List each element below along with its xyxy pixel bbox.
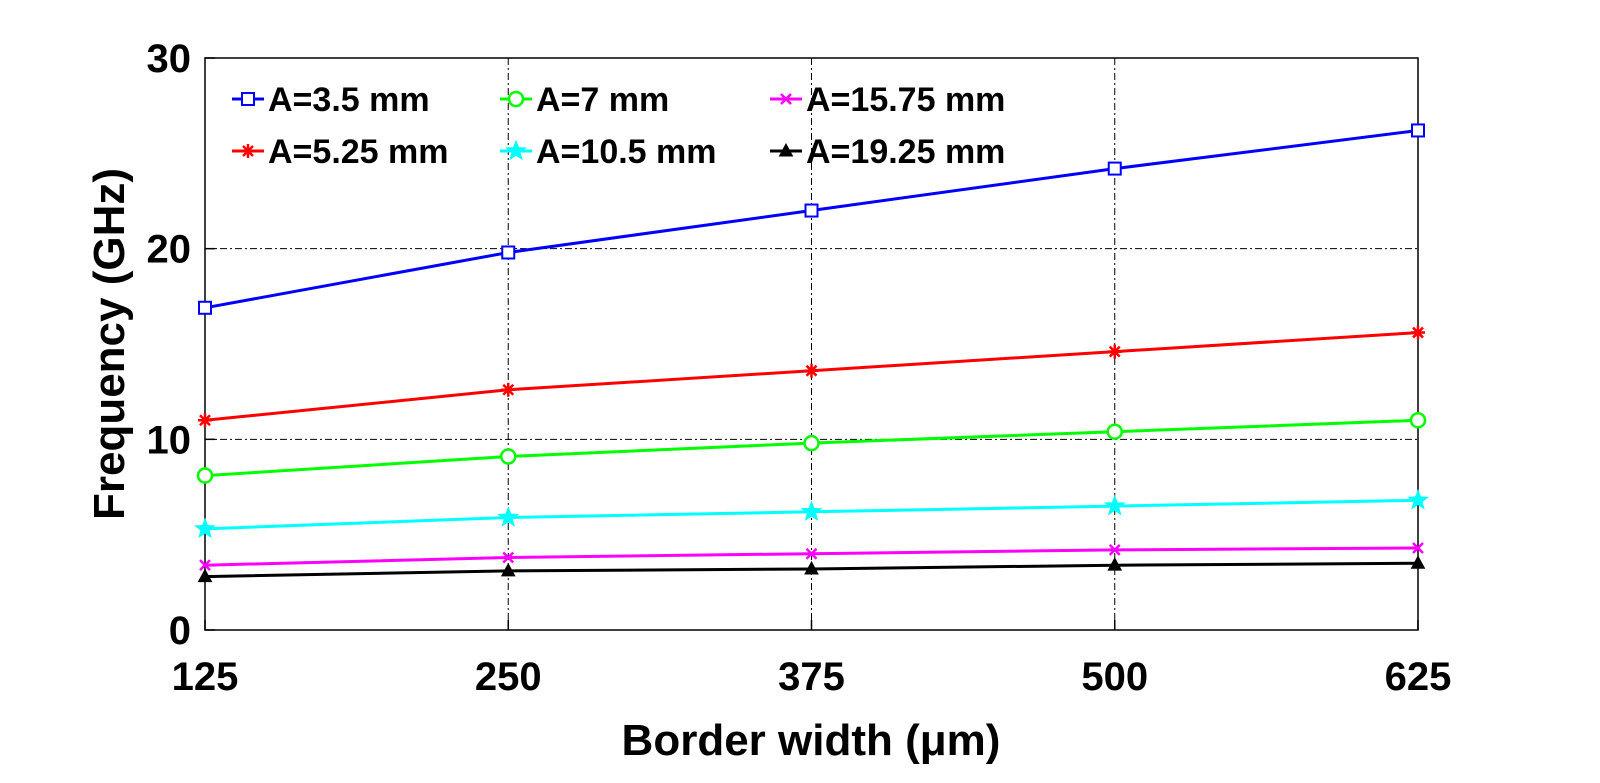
data-point <box>505 139 527 161</box>
data-point <box>196 467 214 484</box>
legend-item: A=5.25 mm <box>232 133 449 171</box>
data-point <box>500 562 516 577</box>
data-point <box>500 448 517 465</box>
legend-label: A=15.75 mm <box>806 81 1005 119</box>
data-point <box>780 93 792 105</box>
series-a-5-25-mm <box>198 325 1425 428</box>
data-point <box>197 568 213 583</box>
legend-label: A=5.25 mm <box>268 133 449 171</box>
data-point <box>803 434 820 452</box>
legend-item: A=3.5 mm <box>232 81 430 119</box>
data-point <box>241 92 255 106</box>
data-point <box>1107 344 1122 359</box>
legend-label: A=3.5 mm <box>268 81 430 119</box>
y-axis-label: Frequency (GHz) <box>85 168 134 520</box>
data-point <box>199 559 211 572</box>
legend-item: A=7 mm <box>500 81 669 119</box>
x-axis-ticks: 125 250 375 500 625 <box>172 620 1452 699</box>
y-tick-label: 10 <box>147 418 192 462</box>
y-tick-label: 30 <box>147 37 192 81</box>
data-point <box>1411 325 1425 340</box>
data-point <box>1108 544 1121 556</box>
data-point <box>778 142 794 157</box>
legend: A=3.5 mm A=5.25 mm A=7 mm A=10.5 mm A=15.75 … <box>232 81 1005 171</box>
y-tick-label: 20 <box>147 228 192 272</box>
series-a-19-25-mm <box>197 555 1426 583</box>
x-tick-label: 250 <box>475 655 542 699</box>
data-point <box>1107 557 1123 571</box>
x-tick-label: 375 <box>778 655 845 699</box>
y-tick-label: 0 <box>169 609 191 653</box>
y-axis-ticks: 0 10 20 30 <box>147 37 215 653</box>
data-point <box>1409 412 1427 429</box>
data-point <box>501 382 516 397</box>
data-point <box>241 144 255 158</box>
data-point <box>1107 161 1122 176</box>
data-point <box>198 413 212 428</box>
x-tick-label: 500 <box>1081 655 1148 699</box>
legend-label: A=10.5 mm <box>536 133 717 171</box>
legend-item: A=10.5 mm <box>500 133 717 171</box>
series-group <box>194 123 1429 583</box>
legend-item: A=19.25 mm <box>770 133 1005 171</box>
data-point <box>805 547 818 560</box>
series-a-10-5-mm <box>194 488 1429 539</box>
data-point <box>1103 494 1126 516</box>
data-point <box>1407 488 1429 510</box>
data-point <box>502 551 515 564</box>
data-point <box>198 300 212 315</box>
data-point <box>800 500 823 522</box>
x-tick-label: 125 <box>172 655 239 699</box>
data-point <box>501 245 516 260</box>
data-point <box>804 560 819 575</box>
series-a-15-75-mm <box>199 542 1424 572</box>
data-point <box>1410 555 1426 569</box>
data-point <box>804 203 819 218</box>
data-point <box>194 517 216 539</box>
legend-item: A=15.75 mm <box>770 81 1005 119</box>
data-point <box>1106 423 1123 440</box>
legend-label: A=19.25 mm <box>806 133 1005 171</box>
data-point <box>1412 542 1424 554</box>
series-a-7-mm <box>196 412 1427 484</box>
data-point <box>497 506 520 527</box>
series-a-3-5-mm <box>198 123 1425 315</box>
legend-label: A=7 mm <box>536 81 669 119</box>
x-tick-label: 625 <box>1385 655 1452 699</box>
data-point <box>1411 123 1425 138</box>
x-axis-label: Border width (μm) <box>622 716 1001 765</box>
data-point <box>804 363 819 378</box>
data-point <box>507 90 525 108</box>
